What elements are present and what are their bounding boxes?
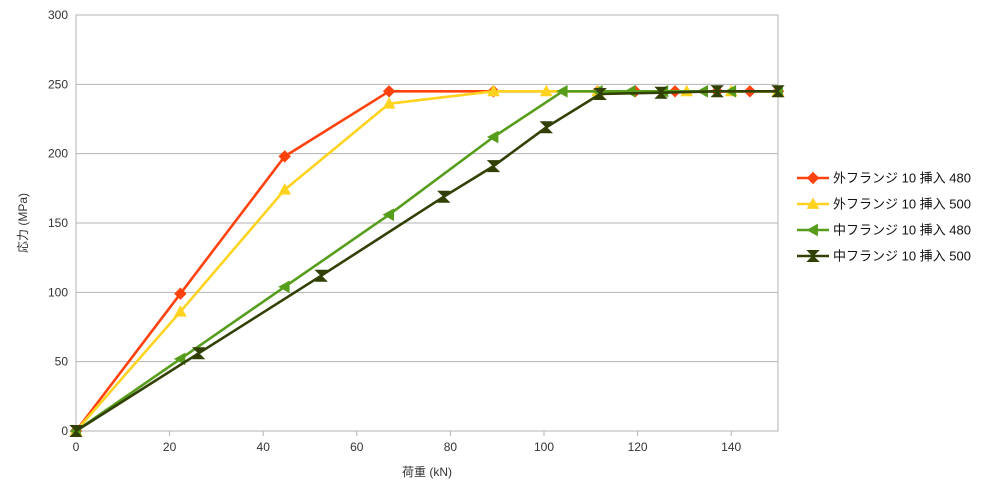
tick-labels: 0 50 100 150 200 250 300 0 20 40 60 80 100 120 140: [48, 8, 742, 454]
gridlines: [75, 14, 778, 436]
x-tick-label: 80: [444, 440, 458, 454]
x-tick-label: 0: [73, 440, 80, 454]
data-point-marker: [710, 85, 724, 98]
legend-item: 中フランジ 10 挿入 500: [797, 249, 971, 264]
data-point-marker: [806, 171, 820, 185]
data-point-marker: [593, 88, 607, 100]
data-point-marker: [382, 208, 394, 222]
legend-label: 中フランジ 10 挿入 500: [833, 249, 971, 264]
data-point-marker: [539, 121, 554, 134]
data-point-marker: [486, 130, 499, 144]
y-tick-label: 300: [48, 8, 68, 22]
series-line: [74, 90, 778, 432]
data-point-marker: [654, 86, 668, 99]
data-point-marker: [806, 223, 818, 237]
legend-label: 中フランジ 10 挿入 480: [833, 223, 971, 238]
data-point-marker: [806, 197, 820, 209]
plot-frame: [75, 14, 779, 432]
legend-label: 外フランジ 10 挿入 480: [833, 171, 971, 186]
series-1: [69, 85, 785, 438]
legend-item: 外フランジ 10 挿入 480: [797, 171, 971, 186]
x-tick-label: 60: [350, 440, 364, 454]
data-point-marker: [539, 84, 553, 97]
data-point-marker: [771, 85, 785, 98]
y-axis-title: 応力 (MPa): [16, 193, 30, 253]
x-tick-label: 100: [534, 440, 554, 454]
data-point-marker: [314, 269, 328, 282]
data-point-marker: [486, 160, 501, 173]
data-point-marker: [174, 287, 187, 300]
data-point-marker: [437, 190, 451, 203]
series-line: [75, 90, 778, 433]
x-tick-label: 140: [721, 440, 741, 454]
y-tick-label: 250: [48, 77, 68, 91]
data-point-marker: [173, 352, 186, 366]
data-point-marker: [191, 347, 206, 360]
data-point-marker: [487, 84, 500, 97]
data-point-marker: [174, 305, 187, 317]
series-4: [69, 85, 785, 437]
series-layer: [69, 84, 785, 438]
y-tick-label: 150: [48, 216, 68, 230]
data-point-marker: [556, 84, 568, 98]
data-point-marker: [382, 85, 396, 98]
series-line: [75, 90, 778, 432]
data-point-marker: [69, 425, 83, 437]
data-point-marker: [624, 84, 636, 98]
y-tick-label: 50: [55, 355, 69, 369]
legend: 外フランジ 10 挿入 480 外フランジ 10 挿入 500 中フランジ 10 挿…: [797, 171, 971, 264]
legend-item: 外フランジ 10 挿入 500: [797, 197, 971, 212]
x-tick-label: 40: [257, 440, 271, 454]
x-axis-title: 荷重 (kN): [402, 465, 452, 479]
legend-item: 中フランジ 10 挿入 480: [797, 223, 971, 238]
data-point-marker: [278, 280, 290, 294]
y-tick-label: 0: [61, 424, 68, 438]
y-tick-label: 200: [48, 147, 68, 161]
y-tick-label: 100: [48, 285, 68, 299]
data-point-marker: [382, 97, 396, 109]
data-point-marker: [278, 183, 292, 195]
series-line: [75, 90, 778, 433]
data-point-marker: [806, 250, 820, 262]
x-tick-label: 120: [628, 440, 648, 454]
x-tick-label: 20: [163, 440, 177, 454]
legend-label: 外フランジ 10 挿入 500: [833, 197, 971, 212]
series-3: [69, 84, 783, 438]
series-2: [69, 84, 785, 436]
data-point-marker: [278, 150, 291, 163]
